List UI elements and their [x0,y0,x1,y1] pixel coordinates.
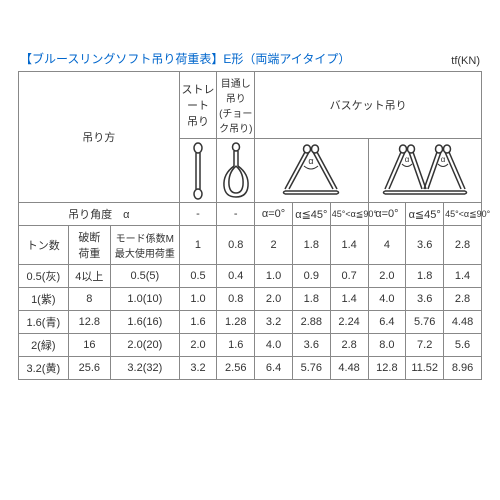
table-cell: 1.4 [330,288,368,311]
table-cell: 1.8 [292,288,330,311]
table-cell: 8.96 [444,357,482,380]
coef-1: 0.8 [217,226,255,265]
load-table: 吊り方 ストレート 吊り 目通し吊り (チョーク吊り) バスケット吊り [18,71,482,380]
table-cell: 1.6 [217,334,255,357]
method-header: 吊り方 [19,72,180,203]
table-cell: 12.8 [368,357,406,380]
table-title: 【ブルースリングソフト吊り荷重表】E形（両端アイタイプ） [20,50,350,67]
table-cell: 1.6(16) [111,311,179,334]
table-cell: 2.0(20) [111,334,179,357]
choke-header: 目通し吊り (チョーク吊り) [217,72,255,139]
table-cell: 1.28 [217,311,255,334]
table-cell: 1.4 [444,265,482,288]
table-cell: 2.8 [330,334,368,357]
table-cell: 6.4 [255,357,293,380]
angle-label: 吊り角度 α [19,203,180,226]
table-row: 1.6(青)12.81.6(16)1.61.283.22.882.246.45.… [19,311,482,334]
diagram-choke [217,139,255,203]
table-cell: 5.76 [406,311,444,334]
dash-2: - [217,203,255,226]
coef-3: 1.8 [292,226,330,265]
coef-4: 1.4 [330,226,368,265]
table-cell: 0.7 [330,265,368,288]
dash-1: - [179,203,217,226]
table-cell: 3.6 [406,288,444,311]
table-cell: 0.5 [179,265,217,288]
coef-0: 1 [179,226,217,265]
angle-b1-45: α≦45° [292,203,330,226]
table-cell: 2.0 [368,265,406,288]
table-cell: 1.6 [179,311,217,334]
diagram-straight [179,139,217,203]
ton-header: トン数 [19,226,69,265]
table-row: 2(緑)162.0(20)2.01.64.03.62.88.07.25.6 [19,334,482,357]
table-cell: 7.2 [406,334,444,357]
table-cell: 1(紫) [19,288,69,311]
table-cell: 4.48 [444,311,482,334]
table-cell: 0.8 [217,288,255,311]
table-cell: 2.0 [179,334,217,357]
table-cell: 3.6 [292,334,330,357]
angle-b1-90: 45°<α≦90° [330,203,368,226]
table-cell: 5.76 [292,357,330,380]
diagram-basket-2: α α [368,139,482,203]
table-cell: 12.8 [68,311,111,334]
table-cell: 4.0 [255,334,293,357]
unit-label: tf(KN) [451,55,480,67]
break-header: 破断 荷重 [68,226,111,265]
mode-header: モード係数M 最大使用荷重 [111,226,179,265]
table-cell: 2(緑) [19,334,69,357]
table-cell: 3.2(黄) [19,357,69,380]
table-cell: 4.0 [368,288,406,311]
table-cell: 2.24 [330,311,368,334]
table-cell: 1.0(10) [111,288,179,311]
coef-2: 2 [255,226,293,265]
table-row: 1(紫)81.0(10)1.00.82.01.81.44.03.62.8 [19,288,482,311]
table-cell: 3.2 [255,311,293,334]
straight-header: ストレート 吊り [179,72,217,139]
table-cell: 0.9 [292,265,330,288]
table-cell: 6.4 [368,311,406,334]
table-cell: 3.2(32) [111,357,179,380]
coef-5: 4 [368,226,406,265]
table-cell: 2.8 [444,288,482,311]
table-cell: 2.56 [217,357,255,380]
table-cell: 4.48 [330,357,368,380]
table-cell: 1.0 [255,265,293,288]
table-cell: 8 [68,288,111,311]
table-cell: 1.6(青) [19,311,69,334]
table-cell: 1.0 [179,288,217,311]
table-cell: 5.6 [444,334,482,357]
table-cell: 8.0 [368,334,406,357]
svg-text:α: α [309,156,314,166]
table-cell: 0.5(灰) [19,265,69,288]
angle-b1-0: α=0° [255,203,293,226]
table-cell: 25.6 [68,357,111,380]
basket-header: バスケット吊り [255,72,482,139]
table-cell: 3.2 [179,357,217,380]
coef-7: 2.8 [444,226,482,265]
diagram-basket-1: α [255,139,368,203]
table-cell: 0.4 [217,265,255,288]
table-cell: 11.52 [406,357,444,380]
coef-6: 3.6 [406,226,444,265]
svg-text:α: α [440,155,445,164]
table-cell: 1.8 [406,265,444,288]
angle-b2-90: 45°<α≦90° [444,203,482,226]
table-row: 0.5(灰)4以上0.5(5)0.50.41.00.90.72.01.81.4 [19,265,482,288]
table-cell: 0.5(5) [111,265,179,288]
svg-text:α: α [404,155,409,164]
table-cell: 16 [68,334,111,357]
table-cell: 2.0 [255,288,293,311]
table-cell: 4以上 [68,265,111,288]
table-row: 3.2(黄)25.63.2(32)3.22.566.45.764.4812.81… [19,357,482,380]
angle-b2-45: α≦45° [406,203,444,226]
table-cell: 2.88 [292,311,330,334]
